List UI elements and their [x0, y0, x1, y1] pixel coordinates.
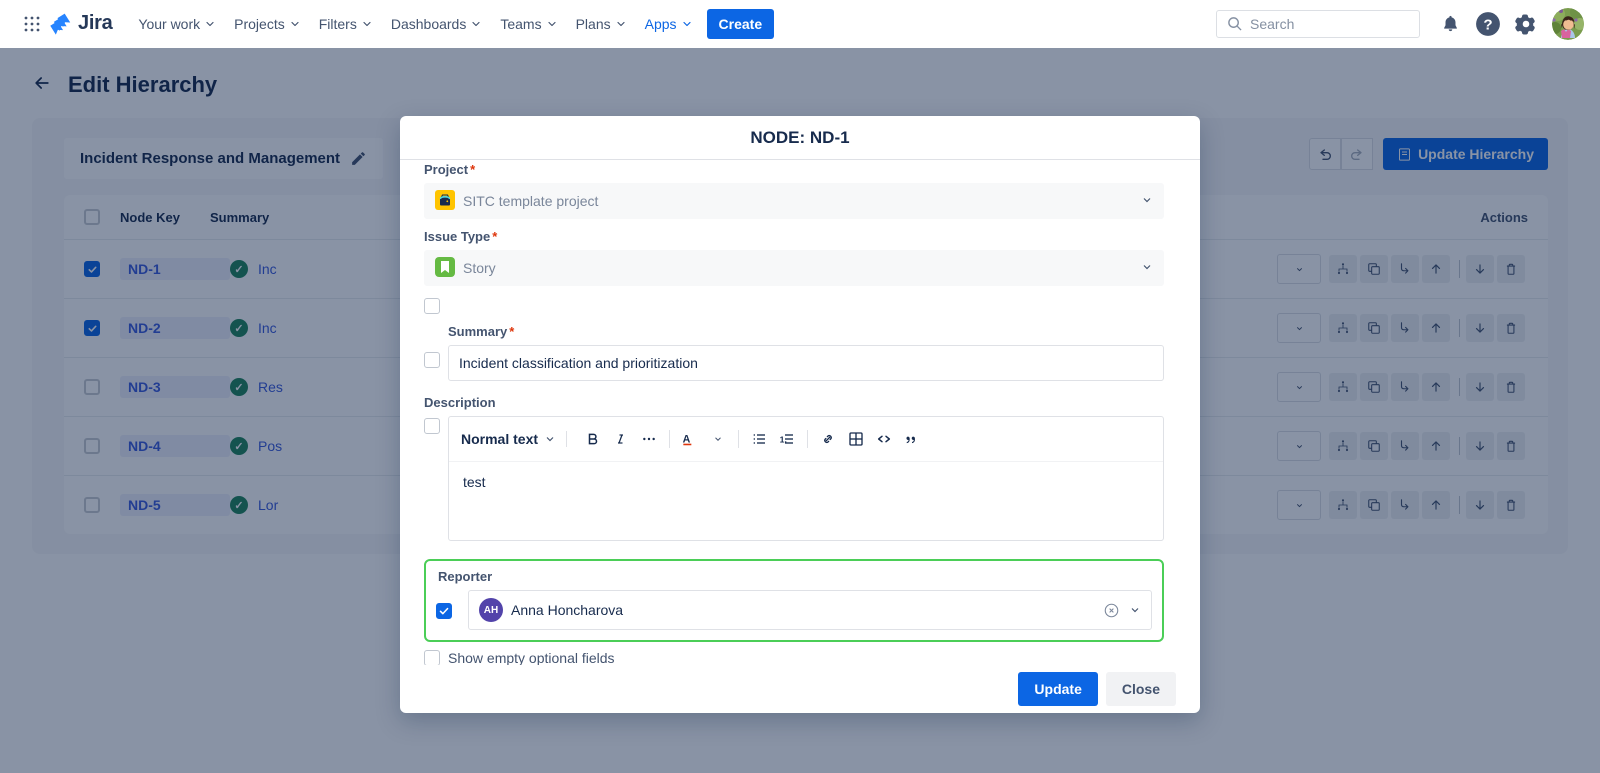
svg-text:?: ?: [1483, 16, 1492, 33]
svg-text:A: A: [683, 433, 691, 445]
